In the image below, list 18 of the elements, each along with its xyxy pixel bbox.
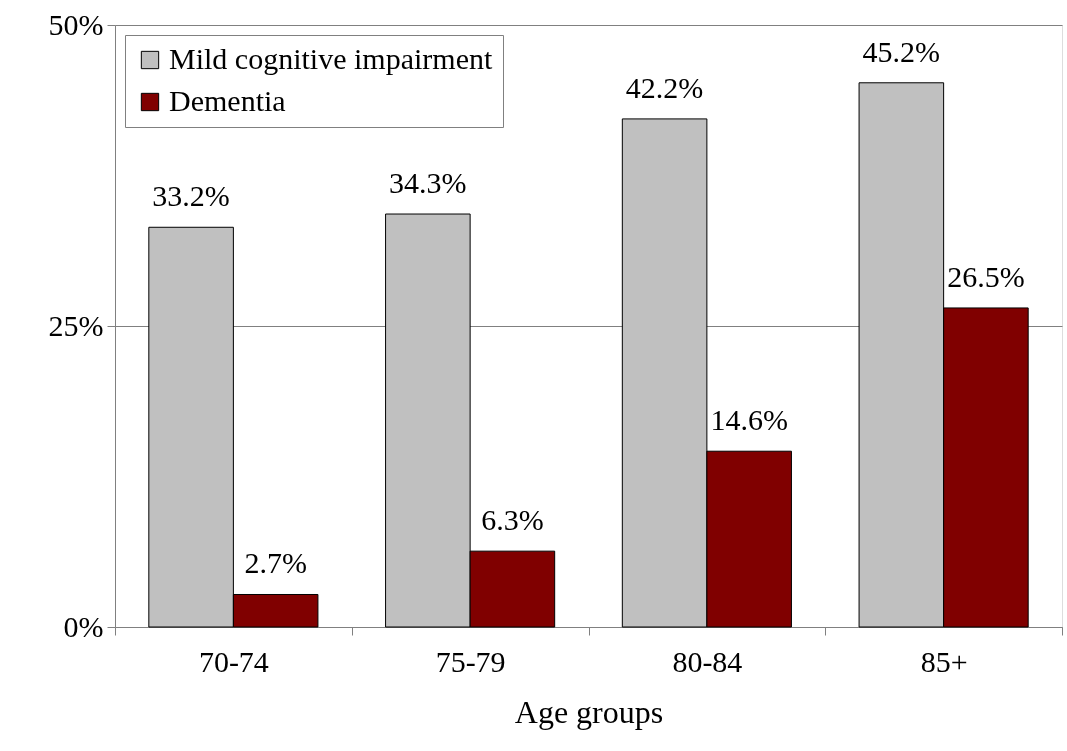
data-label: 33.2% (152, 179, 230, 213)
legend-label: Dementia (169, 84, 286, 117)
x-tick-label: 70-74 (198, 644, 269, 678)
data-label: 45.2% (862, 34, 941, 68)
data-label: 34.3% (389, 166, 467, 200)
y-tick-label: 25% (48, 308, 104, 342)
data-label: 42.2% (625, 70, 704, 104)
x-axis-title: Age groups (514, 693, 664, 730)
x-tick-label: 85+ (920, 644, 968, 678)
legend-label: Mild cognitive impairment (169, 42, 493, 75)
y-tick-label: 50% (48, 7, 104, 41)
data-label: 14.6% (710, 403, 788, 437)
x-tick-label: 75-79 (435, 644, 506, 678)
y-tick-label: 0% (63, 609, 104, 643)
x-tick-label: 80-84 (672, 644, 743, 678)
data-label: 26.5% (947, 259, 1025, 293)
data-label: 2.7% (244, 546, 307, 580)
data-label: 6.3% (481, 503, 544, 537)
